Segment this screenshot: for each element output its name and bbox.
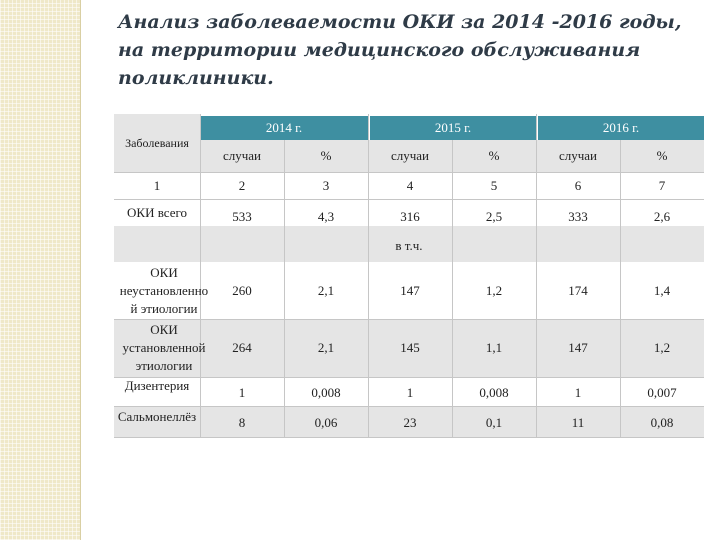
grid-line	[620, 140, 621, 438]
grid-line	[114, 319, 704, 320]
row-label-line: этиологии	[135, 358, 193, 373]
grid-line	[114, 172, 704, 173]
table-cell: 0,008	[311, 385, 341, 400]
row-label: Дизентерия	[124, 378, 190, 393]
year-header-band-2016	[538, 116, 704, 140]
table-cell: 0,007	[647, 385, 677, 400]
table-cell: 1	[238, 385, 246, 400]
table-cell: 145	[400, 340, 420, 355]
row-band-row2	[114, 319, 704, 377]
row-band-row4	[114, 406, 704, 438]
year-header-band-2015	[370, 116, 536, 140]
subheader-percent: %	[320, 148, 332, 163]
row-label: ОКИ неустановленно й этиологии	[114, 262, 214, 319]
subheader-percent: %	[488, 148, 500, 163]
table-cell: 264	[232, 340, 252, 355]
table-cell: 23	[403, 415, 417, 430]
subheader-cases: случаи	[222, 148, 262, 163]
table-cell: 316	[400, 209, 420, 224]
table-cell: 1	[406, 385, 414, 400]
table-cell: 6	[574, 177, 582, 193]
table-cell: 147	[400, 282, 420, 298]
decorative-divider	[80, 0, 81, 540]
table-cell: 4	[406, 177, 414, 193]
row-label-line: ОКИ	[150, 264, 178, 280]
grid-line	[368, 114, 369, 438]
row-label: ОКИ установленной этиологии	[114, 319, 214, 377]
row-label: Сальмонеллёз	[117, 409, 197, 424]
table-cell: 5	[490, 177, 498, 193]
year-header-2015: 2015 г.	[434, 120, 472, 135]
year-header-band-2014	[200, 116, 368, 140]
num-row-label: 1	[153, 177, 161, 193]
table-cell: 3	[322, 177, 330, 193]
page-title: Анализ заболеваемости ОКИ за 2014 -2016 …	[118, 11, 682, 89]
table-cell: 1,4	[653, 282, 671, 298]
table-cell: 0,008	[479, 385, 509, 400]
table-cell: 0,1	[485, 415, 503, 430]
grid-line	[284, 140, 285, 438]
table-cell: 174	[568, 282, 588, 298]
row-band-years	[114, 114, 200, 172]
table-cell: 2,1	[317, 282, 335, 298]
grid-line	[114, 199, 704, 200]
table-cell: 260	[232, 282, 252, 298]
table-cell: 333	[568, 209, 588, 224]
year-header-2016: 2016 г.	[602, 120, 640, 135]
grid-line	[200, 114, 201, 438]
table-cell: 2	[238, 177, 246, 193]
table-cell: 2,5	[485, 209, 503, 224]
table-cell: 11	[571, 415, 585, 430]
table-cell: 533	[232, 209, 252, 224]
table-cell: 4,3	[317, 209, 335, 224]
grid-line	[114, 437, 704, 438]
row-label-line: ОКИ	[150, 322, 178, 337]
morbidity-table: Заболевания 2014 г. 2015 г. 2016 г. случ…	[114, 114, 704, 438]
table-cell: 1,1	[485, 340, 503, 355]
year-header-2014: 2014 г.	[265, 120, 303, 135]
table-cell: 147	[568, 340, 588, 355]
grid-line	[114, 406, 704, 407]
table-cell: 1,2	[485, 282, 503, 298]
grid-line	[114, 377, 704, 378]
table-cell: 1	[574, 385, 582, 400]
decorative-side-strip	[0, 0, 80, 540]
subheader-percent: %	[656, 148, 668, 163]
subheader-cases: случаи	[558, 148, 598, 163]
total-row-label: ОКИ всего	[127, 205, 187, 220]
subheader-cases: случаи	[390, 148, 430, 163]
row-label-line: й этиологии	[130, 300, 198, 316]
table-cell: 8	[238, 415, 246, 430]
table-cell: 7	[658, 177, 666, 193]
table-cell: 2,6	[653, 209, 671, 224]
row-label-line: неустановленно	[119, 282, 209, 298]
table-cell: 0,06	[314, 415, 338, 430]
table-cell: 2,1	[317, 340, 335, 355]
table-cell: 1,2	[653, 340, 671, 355]
row-header-label: Заболевания	[125, 135, 189, 150]
incl-label: в т.ч.	[395, 238, 423, 253]
table-cell: 0,08	[650, 415, 674, 430]
grid-line	[536, 114, 537, 438]
row-label-line: установленной	[122, 340, 206, 355]
row-band-incl	[114, 226, 704, 262]
grid-line	[452, 140, 453, 438]
